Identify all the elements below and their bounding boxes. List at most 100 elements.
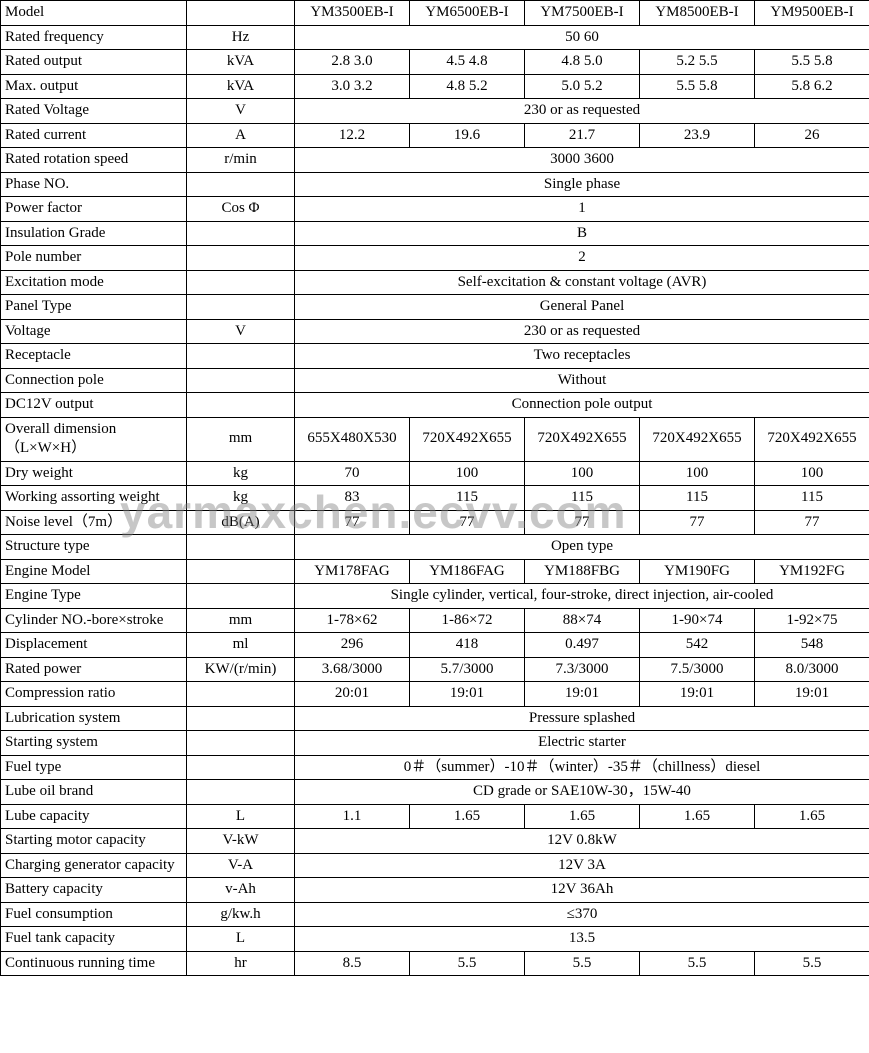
cell-label: Voltage (1, 319, 187, 344)
cell-val: 1-78×62 (295, 608, 410, 633)
row-structure-type: Structure type Open type (1, 535, 869, 560)
row-receptacle: Receptacle Two receptacles (1, 344, 869, 369)
cell-label: Rated Voltage (1, 99, 187, 124)
cell-val: YM188FBG (525, 559, 640, 584)
cell-unit: kVA (187, 50, 295, 75)
cell-unit: g/kw.h (187, 902, 295, 927)
cell-model-0: YM3500EB-I (295, 1, 410, 26)
cell-span: CD grade or SAE10W-30，15W-40 (295, 780, 869, 805)
row-dc12v-output: DC12V output Connection pole output (1, 393, 869, 418)
cell-val: 1.65 (755, 804, 869, 829)
cell-val: 418 (410, 633, 525, 658)
cell-unit (187, 270, 295, 295)
row-max-output: Max. output kVA 3.0 3.2 4.8 5.2 5.0 5.2 … (1, 74, 869, 99)
cell-span: 0＃（summer）-10＃（winter）-35＃（chillness）die… (295, 755, 869, 780)
cell-val: 19:01 (640, 682, 755, 707)
cell-unit: V (187, 99, 295, 124)
cell-val: 5.7/3000 (410, 657, 525, 682)
cell-val: 4.8 5.2 (410, 74, 525, 99)
row-starting-system: Starting system Electric starter (1, 731, 869, 756)
cell-span: Electric starter (295, 731, 869, 756)
cell-span: 12V 3A (295, 853, 869, 878)
cell-val: 26 (755, 123, 869, 148)
cell-label: Engine Model (1, 559, 187, 584)
cell-label: Power factor (1, 197, 187, 222)
cell-val: 5.5 (410, 951, 525, 976)
cell-val: 23.9 (640, 123, 755, 148)
cell-val: 1.65 (410, 804, 525, 829)
cell-span: Single cylinder, vertical, four-stroke, … (295, 584, 869, 609)
cell-val: 115 (525, 486, 640, 511)
row-lube-capacity: Lube capacity L 1.1 1.65 1.65 1.65 1.65 (1, 804, 869, 829)
cell-label: Structure type (1, 535, 187, 560)
cell-val: 100 (410, 461, 525, 486)
cell-val: 5.5 5.8 (640, 74, 755, 99)
row-model: Model YM3500EB-I YM6500EB-I YM7500EB-I Y… (1, 1, 869, 26)
cell-val: YM190FG (640, 559, 755, 584)
cell-span: 2 (295, 246, 869, 271)
cell-label: DC12V output (1, 393, 187, 418)
cell-span: Self-excitation & constant voltage (AVR) (295, 270, 869, 295)
cell-span: 230 or as requested (295, 319, 869, 344)
cell-unit: dB(A) (187, 510, 295, 535)
cell-val: 5.5 (640, 951, 755, 976)
cell-val: 100 (640, 461, 755, 486)
row-lube-oil-brand: Lube oil brand CD grade or SAE10W-30，15W… (1, 780, 869, 805)
cell-val: 720X492X655 (640, 417, 755, 461)
cell-unit (187, 393, 295, 418)
cell-val: 7.5/3000 (640, 657, 755, 682)
row-fuel-consumption: Fuel consumption g/kw.h ≤370 (1, 902, 869, 927)
cell-label: Connection pole (1, 368, 187, 393)
row-rated-voltage: Rated Voltage V 230 or as requested (1, 99, 869, 124)
cell-val: YM186FAG (410, 559, 525, 584)
cell-label: Engine Type (1, 584, 187, 609)
cell-val: YM178FAG (295, 559, 410, 584)
cell-val: 548 (755, 633, 869, 658)
cell-val: 1.65 (525, 804, 640, 829)
row-lubrication-system: Lubrication system Pressure splashed (1, 706, 869, 731)
cell-span: 12V 0.8kW (295, 829, 869, 854)
row-cylinder: Cylinder NO.-bore×stroke mm 1-78×62 1-86… (1, 608, 869, 633)
cell-val: 4.5 4.8 (410, 50, 525, 75)
cell-unit (187, 780, 295, 805)
cell-val: 77 (755, 510, 869, 535)
cell-val: 115 (755, 486, 869, 511)
cell-val: 115 (410, 486, 525, 511)
cell-val: YM192FG (755, 559, 869, 584)
cell-label: Charging generator capacity (1, 853, 187, 878)
cell-label: Starting motor capacity (1, 829, 187, 854)
cell-val: 5.8 6.2 (755, 74, 869, 99)
cell-label: Rated power (1, 657, 187, 682)
cell-unit (187, 344, 295, 369)
cell-unit: KW/(r/min) (187, 657, 295, 682)
cell-label: Fuel type (1, 755, 187, 780)
cell-label: Phase NO. (1, 172, 187, 197)
cell-model-4: YM9500EB-I (755, 1, 869, 26)
row-displacement: Displacement ml 296 418 0.497 542 548 (1, 633, 869, 658)
cell-unit (187, 682, 295, 707)
cell-span: 12V 36Ah (295, 878, 869, 903)
cell-unit (187, 221, 295, 246)
cell-label: Battery capacity (1, 878, 187, 903)
cell-label: Receptacle (1, 344, 187, 369)
row-working-assorting-weight: Working assorting weight kg 83 115 115 1… (1, 486, 869, 511)
row-pole-number: Pole number 2 (1, 246, 869, 271)
cell-span: 1 (295, 197, 869, 222)
row-power-factor: Power factor Cos Φ 1 (1, 197, 869, 222)
cell-val: 100 (755, 461, 869, 486)
row-noise-level: Noise level（7m） dB(A) 77 77 77 77 77 (1, 510, 869, 535)
cell-label: Fuel tank capacity (1, 927, 187, 952)
cell-val: 12.2 (295, 123, 410, 148)
spec-table: Model YM3500EB-I YM6500EB-I YM7500EB-I Y… (0, 0, 869, 976)
cell-label: Compression ratio (1, 682, 187, 707)
cell-label: Continuous running time (1, 951, 187, 976)
cell-val: 720X492X655 (410, 417, 525, 461)
cell-unit (187, 535, 295, 560)
cell-unit: r/min (187, 148, 295, 173)
row-rated-current: Rated current A 12.2 19.6 21.7 23.9 26 (1, 123, 869, 148)
cell-span: B (295, 221, 869, 246)
cell-val: 542 (640, 633, 755, 658)
cell-unit: L (187, 804, 295, 829)
cell-label: Starting system (1, 731, 187, 756)
cell-val: 19.6 (410, 123, 525, 148)
